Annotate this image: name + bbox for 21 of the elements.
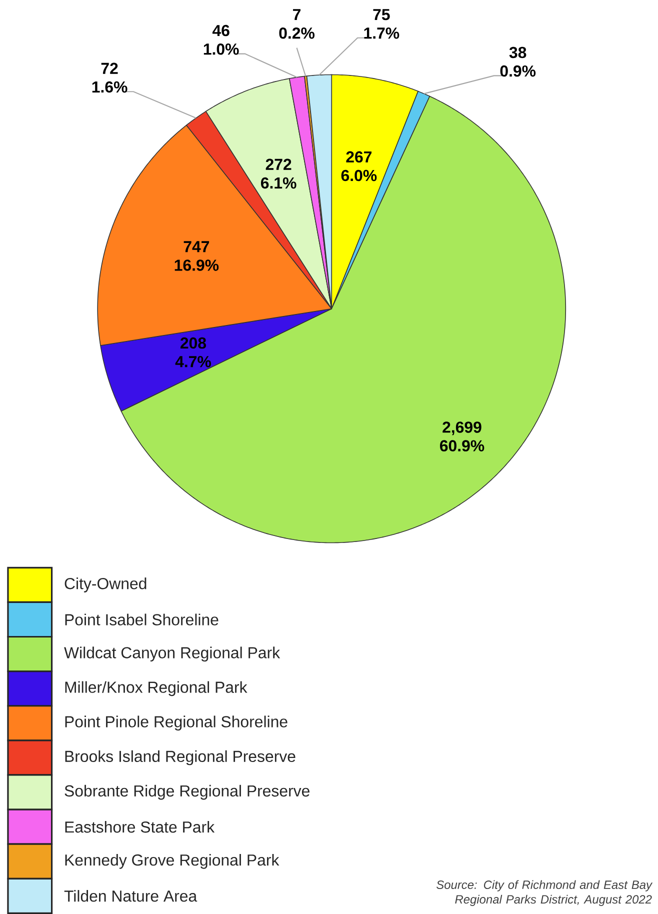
data-label: 272 6.1% (260, 158, 296, 189)
legend-label: City-Owned (64, 578, 146, 592)
data-label: 208 4.7% (175, 337, 211, 368)
legend-label: Point Pinole Regional Shoreline (65, 716, 288, 731)
data-label: 747 16.9% (174, 241, 218, 271)
data-label: 46 1.0% (204, 24, 239, 55)
legend-label: Eastshore State Park (65, 821, 214, 833)
data-label: 75 1.7% (364, 9, 400, 39)
legend-label: Point Isabel Shoreline (65, 614, 218, 626)
data-label: 72 1.6% (92, 62, 128, 93)
data-label: 38 0.9% (500, 46, 536, 77)
legend-label: Wildcat Canyon Regional Park (64, 646, 280, 662)
legend-label: Miller/Knox Regional Park (65, 681, 248, 696)
legend-label: Tilden Nature Area (64, 890, 197, 902)
data-label: 267 6.0% (341, 151, 377, 182)
source-note: Source: City of Richmond and East Bay Regional Parks District, August 2022 (436, 880, 652, 906)
legend-label: Brooks Island Regional Preserve (65, 750, 296, 766)
legend-label: Sobrante Ridge Regional Preserve (64, 784, 310, 800)
data-label: 2,699 60.9% (440, 422, 484, 452)
data-label: 7 0.2% (279, 9, 314, 39)
legend-label: Kennedy Grove Regional Park (65, 854, 280, 869)
